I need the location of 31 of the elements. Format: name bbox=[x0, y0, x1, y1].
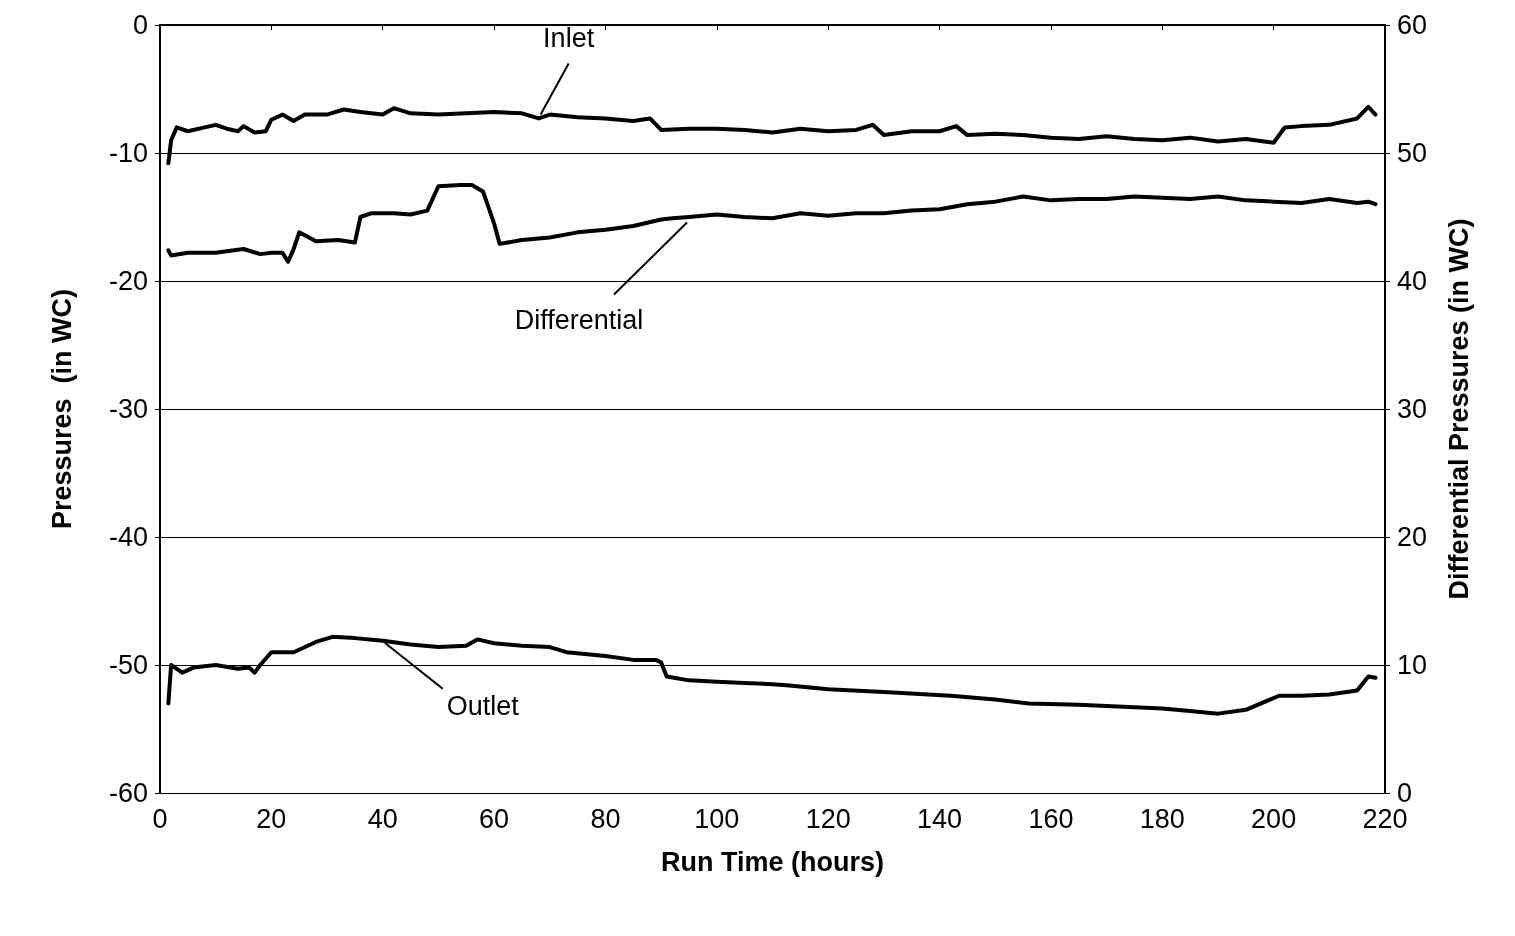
x-axis-title: Run Time (hours) bbox=[660, 846, 885, 877]
y2-tick-label: 40 bbox=[1397, 266, 1428, 296]
y-tick-label: -10 bbox=[108, 138, 148, 168]
x-tick-label: 100 bbox=[694, 803, 740, 834]
x-tick-label: 80 bbox=[590, 803, 621, 834]
x-tick-label: 120 bbox=[805, 803, 851, 834]
x-tick-label: 200 bbox=[1251, 803, 1297, 834]
y2-tick-label: 50 bbox=[1397, 138, 1428, 168]
y-tick-label: -60 bbox=[108, 778, 148, 808]
x-tick-label: 0 bbox=[152, 803, 168, 834]
y-tick-label: -30 bbox=[108, 394, 148, 424]
annotation: Differential bbox=[514, 304, 644, 335]
y2-tick-label: 60 bbox=[1397, 10, 1428, 40]
y-tick-label: -20 bbox=[108, 266, 148, 296]
y-axis-title: Pressures (in WC) bbox=[46, 288, 77, 530]
y2-tick-label: 20 bbox=[1397, 522, 1428, 552]
annotation: Inlet bbox=[543, 23, 595, 54]
y-tick-label: -40 bbox=[108, 522, 148, 552]
line-series bbox=[166, 183, 1378, 264]
y2-tick-label: 10 bbox=[1397, 650, 1428, 680]
x-tick-label: 180 bbox=[1139, 803, 1185, 834]
y2-axis-title: Differential Pressures (in WC) bbox=[1443, 218, 1474, 600]
x-tick-label: 60 bbox=[479, 803, 510, 834]
x-tick-label: 20 bbox=[256, 803, 287, 834]
x-tick-label: 160 bbox=[1028, 803, 1074, 834]
y-tick-label: -50 bbox=[108, 650, 148, 680]
x-tick-label: 40 bbox=[367, 803, 398, 834]
y2-tick-label: 30 bbox=[1397, 394, 1428, 424]
x-tick-label: 140 bbox=[917, 803, 963, 834]
annotation: Outlet bbox=[446, 690, 520, 721]
y-tick-label: 0 bbox=[132, 10, 148, 40]
